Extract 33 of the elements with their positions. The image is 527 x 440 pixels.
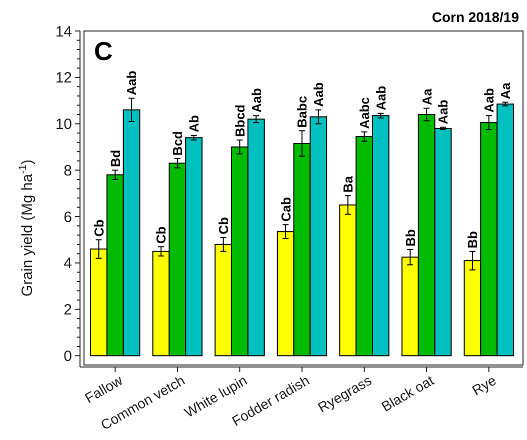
x-tick-label: Black oat: [378, 372, 437, 415]
data-label: Cb: [216, 217, 231, 234]
data-label: Aab: [124, 70, 140, 96]
data-label: Aab: [248, 88, 264, 113]
data-label: Bd: [108, 150, 123, 168]
annotation: C: [94, 36, 113, 66]
y-tick-label: 6: [64, 208, 72, 226]
data-label: Ab: [186, 114, 202, 132]
data-label: Ba: [340, 175, 356, 193]
y-tick-label: 0: [64, 348, 72, 365]
data-label: Aab: [436, 100, 451, 124]
y-tick-label: 12: [55, 70, 72, 87]
chart-title: Corn 2018/19: [432, 9, 520, 25]
data-label: Cab: [278, 197, 294, 222]
data-label: Aa: [419, 88, 434, 106]
data-label: Aab: [373, 86, 388, 110]
data-label: Cb: [154, 226, 169, 244]
data-label: Cb: [91, 219, 106, 237]
data-label: Aa: [498, 82, 513, 100]
y-tick-label: 8: [64, 162, 72, 180]
data-label: Bcd: [170, 130, 186, 156]
data-label: Bb: [465, 230, 480, 248]
x-tick-label: Rye: [469, 372, 499, 398]
data-label: Bbcd: [232, 104, 248, 138]
y-tick-label: 2: [64, 302, 72, 319]
y-tick-label: 10: [55, 116, 72, 134]
data-label: Aabc: [356, 97, 372, 129]
data-label: Aab: [311, 82, 326, 107]
data-label: Babc: [294, 96, 310, 128]
data-label: Bb: [402, 229, 418, 246]
data-label: Aab: [482, 88, 497, 113]
y-tick-label: 14: [55, 23, 72, 40]
y-tick-label: 4: [64, 255, 72, 272]
